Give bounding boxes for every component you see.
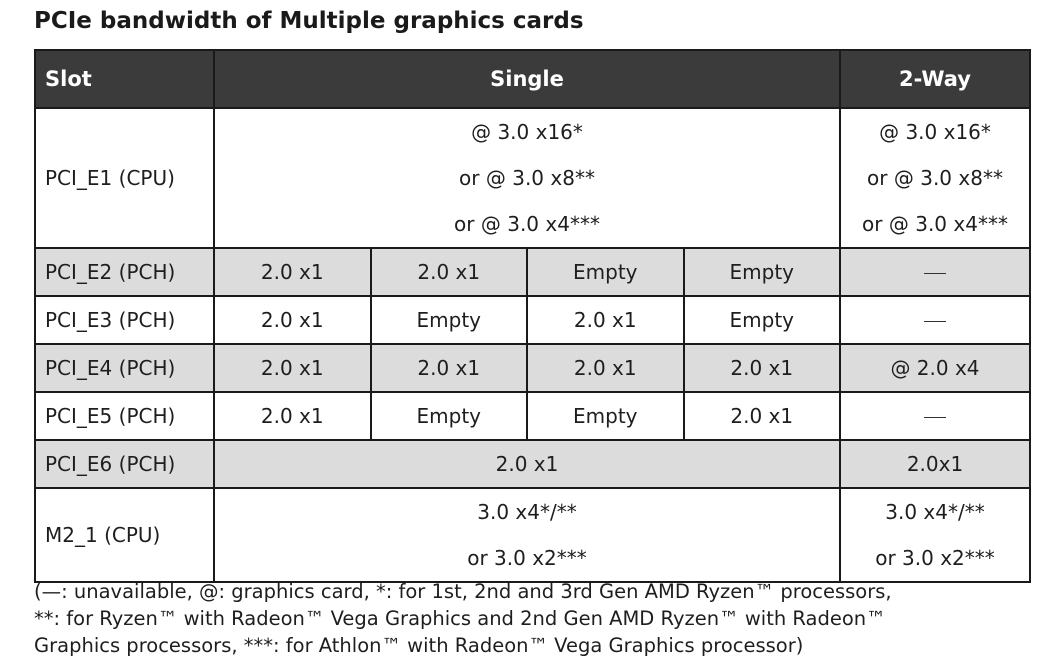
two-way-cell: @ 3.0 x16* or @ 3.0 x8** or @ 3.0 x4*** <box>839 107 1031 249</box>
single-cell: Empty <box>526 391 685 441</box>
single-cell: Empty <box>526 247 685 297</box>
table-row-pci-e6: PCI_E6 (PCH) 2.0 x1 2.0x1 <box>34 439 1031 489</box>
two-way-cell: 3.0 x4*/** or 3.0 x2*** <box>839 487 1031 583</box>
single-cell: 2.0 x1 <box>682 343 841 393</box>
slot-cell: PCI_E4 (PCH) <box>34 343 215 393</box>
slot-cell: PCI_E2 (PCH) <box>34 247 215 297</box>
cell-line: or @ 3.0 x4*** <box>862 212 1008 236</box>
cell-line: or 3.0 x2*** <box>467 546 587 570</box>
single-cell: 2.0 x1 <box>526 295 685 345</box>
cell-line: or 3.0 x2*** <box>875 546 995 570</box>
footnote-line: (—: unavailable, @: graphics card, *: fo… <box>34 580 892 603</box>
table-header-row: Slot Single 2-Way <box>34 49 1031 109</box>
single-cell: Empty <box>369 295 528 345</box>
single-cell: 2.0 x1 <box>213 343 372 393</box>
slot-cell: PCI_E6 (PCH) <box>34 439 215 489</box>
single-cell: 2.0 x1 <box>213 247 372 297</box>
unavailable-dash <box>924 273 946 274</box>
single-cell: 2.0 x1 <box>369 247 528 297</box>
cell-line: or @ 3.0 x8** <box>459 166 595 190</box>
table-row-m2-1: M2_1 (CPU) 3.0 x4*/** or 3.0 x2*** 3.0 x… <box>34 487 1031 583</box>
slot-cell: PCI_E5 (PCH) <box>34 391 215 441</box>
cell-line: 3.0 x4*/** <box>477 500 577 524</box>
unavailable-dash <box>924 321 946 322</box>
cell-line: or @ 3.0 x4*** <box>454 212 600 236</box>
pcie-bandwidth-table: Slot Single 2-Way PCI_E1 (CPU) @ 3.0 x16… <box>34 49 1031 583</box>
single-cell: Empty <box>682 295 841 345</box>
two-way-cell <box>839 295 1031 345</box>
header-single: Single <box>213 49 841 109</box>
slot-cell: M2_1 (CPU) <box>34 487 215 583</box>
slot-cell: PCI_E1 (CPU) <box>34 107 215 249</box>
two-way-cell <box>839 391 1031 441</box>
slot-cell: PCI_E3 (PCH) <box>34 295 215 345</box>
footnote: (—: unavailable, @: graphics card, *: fo… <box>34 578 1044 659</box>
single-cell: 3.0 x4*/** or 3.0 x2*** <box>213 487 841 583</box>
single-cell: 2.0 x1 <box>213 295 372 345</box>
cell-line: @ 3.0 x16* <box>471 120 583 144</box>
single-cell: 2.0 x1 <box>526 343 685 393</box>
two-way-cell: 2.0x1 <box>839 439 1031 489</box>
header-slot: Slot <box>34 49 215 109</box>
single-cell: Empty <box>369 391 528 441</box>
table-row-pci-e1: PCI_E1 (CPU) @ 3.0 x16* or @ 3.0 x8** or… <box>34 107 1031 249</box>
page-title: PCIe bandwidth of Multiple graphics card… <box>34 8 584 34</box>
single-cell: 2.0 x1 <box>213 439 841 489</box>
footnote-line: **: for Ryzen™ with Radeon™ Vega Graphic… <box>34 607 886 630</box>
single-cell: 2.0 x1 <box>682 391 841 441</box>
table-row-pci-e3: PCI_E3 (PCH) 2.0 x1 Empty 2.0 x1 Empty <box>34 295 1031 345</box>
two-way-cell: @ 2.0 x4 <box>839 343 1031 393</box>
single-cell: @ 3.0 x16* or @ 3.0 x8** or @ 3.0 x4*** <box>213 107 841 249</box>
cell-line: @ 3.0 x16* <box>879 120 991 144</box>
cell-line: or @ 3.0 x8** <box>867 166 1003 190</box>
header-two-way: 2-Way <box>839 49 1031 109</box>
table-row-pci-e5: PCI_E5 (PCH) 2.0 x1 Empty Empty 2.0 x1 <box>34 391 1031 441</box>
table-row-pci-e4: PCI_E4 (PCH) 2.0 x1 2.0 x1 2.0 x1 2.0 x1… <box>34 343 1031 393</box>
unavailable-dash <box>924 417 946 418</box>
two-way-cell <box>839 247 1031 297</box>
single-cell: 2.0 x1 <box>369 343 528 393</box>
footnote-line: Graphics processors, ***: for Athlon™ wi… <box>34 634 804 657</box>
single-cell: Empty <box>682 247 841 297</box>
cell-line: 3.0 x4*/** <box>885 500 985 524</box>
table-row-pci-e2: PCI_E2 (PCH) 2.0 x1 2.0 x1 Empty Empty <box>34 247 1031 297</box>
single-cell: 2.0 x1 <box>213 391 372 441</box>
